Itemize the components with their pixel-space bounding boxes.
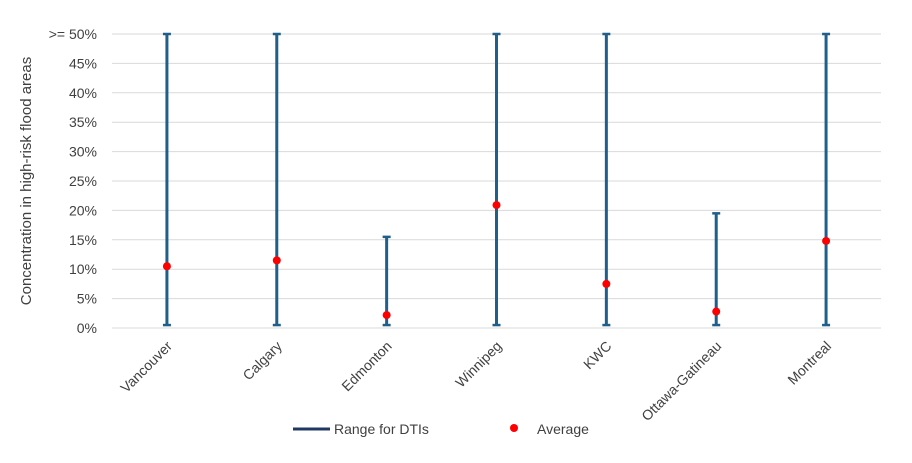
x-tick-label: KWC <box>580 338 614 372</box>
range-bar <box>822 32 831 327</box>
y-axis-title: Concentration in high-risk flood areas <box>18 57 35 305</box>
legend: Range for DTIs Average <box>293 421 589 437</box>
range-bar <box>712 212 721 327</box>
average-point <box>382 311 391 320</box>
average-point <box>272 256 281 265</box>
y-tick-label: 35% <box>69 114 97 130</box>
average-point <box>712 307 721 316</box>
x-tick-label: Vancouver <box>117 338 175 396</box>
y-tick-label: >= 50% <box>49 26 97 42</box>
x-tick-label: Montreal <box>784 338 834 388</box>
y-tick-label: 45% <box>69 55 97 71</box>
y-tick-label: 0% <box>77 320 97 336</box>
average-point <box>162 262 171 271</box>
y-tick-label: 5% <box>77 291 97 307</box>
y-tick-label: 40% <box>69 85 97 101</box>
legend-average-swatch <box>510 424 518 432</box>
range-bar <box>272 32 281 327</box>
range-bar <box>382 235 391 327</box>
range-bar <box>492 32 501 327</box>
range-bar <box>162 32 171 327</box>
y-tick-label: 25% <box>69 173 97 189</box>
x-tick-labels: Vancouver Calgary Edmonton Winnipeg KWC Ottaw… <box>117 338 834 424</box>
y-tick-label: 15% <box>69 232 97 248</box>
legend-range-label: Range for DTIs <box>334 421 429 437</box>
x-tick-label: Calgary <box>239 338 284 383</box>
y-tick-label: 30% <box>69 144 97 160</box>
y-tick-labels: 0% 5% 10% 15% 20% 25% 30% 35% 40% 45% >= 50% <box>49 26 97 336</box>
average-point <box>602 279 611 288</box>
x-tick-label: Ottawa-Gatineau <box>638 338 724 424</box>
range-series <box>162 32 831 327</box>
legend-average-label: Average <box>537 421 589 437</box>
average-point <box>492 201 501 210</box>
range-bar <box>602 32 611 327</box>
y-tick-label: 20% <box>69 202 97 218</box>
average-series <box>162 201 831 320</box>
average-point <box>822 236 831 245</box>
y-tick-label: 10% <box>69 261 97 277</box>
x-tick-label: Edmonton <box>338 338 394 394</box>
x-tick-label: Winnipeg <box>452 338 505 391</box>
